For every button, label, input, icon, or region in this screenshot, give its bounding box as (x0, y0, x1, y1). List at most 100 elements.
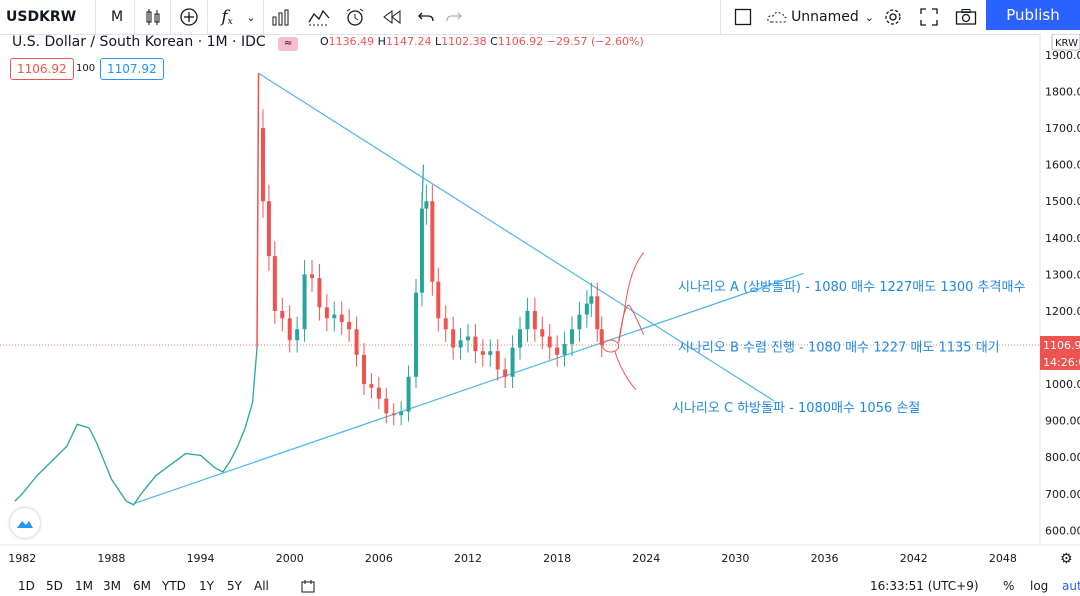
tradingview-logo[interactable] (10, 508, 40, 538)
candle-body (466, 336, 470, 341)
toolbar-divider (95, 0, 96, 34)
currency-label: KRW (1055, 38, 1078, 49)
redo-icon (446, 12, 462, 22)
candle-body (280, 310, 285, 319)
y-tick-label: 1800.00 (1045, 86, 1080, 99)
candle-body (599, 329, 604, 345)
range-button-5d[interactable]: 5D (46, 579, 63, 593)
candle-body (555, 347, 560, 355)
cloud-logo-icon (17, 521, 33, 528)
range-button-1m[interactable]: 1M (75, 579, 93, 593)
symbol-search-button[interactable]: USDKRW (6, 0, 90, 34)
low-label: L (434, 35, 442, 48)
candle-body (495, 351, 500, 370)
calendar-icon[interactable] (301, 579, 315, 596)
countdown-label: 14:26:0 (1043, 356, 1080, 369)
ohlc-values: O1136.49 H1147.24 L1102.38 C1106.92 −29.… (320, 35, 644, 48)
layout-button[interactable] (730, 0, 756, 34)
indicator-templates-icon (308, 9, 330, 26)
range-button-all[interactable]: All (254, 579, 269, 593)
candle-body (391, 413, 396, 416)
redo-button[interactable] (442, 0, 466, 34)
range-button-6m[interactable]: 6M (133, 579, 151, 593)
price-chart[interactable]: 시나리오 A (상방돌파) - 1080 매수 1227매도 1300 추격매수… (0, 34, 1080, 575)
symbol-label: USDKRW (6, 9, 77, 25)
candle-body (436, 281, 441, 319)
low-value: 1102.38 (441, 35, 487, 48)
candle-body (458, 340, 463, 348)
alert-button[interactable] (341, 0, 369, 34)
undo-button[interactable] (414, 0, 438, 34)
candle-body (570, 329, 574, 344)
publish-button[interactable]: Publish (986, 0, 1080, 30)
bar-chart-icon (272, 9, 289, 26)
snapshot-button[interactable] (952, 0, 980, 34)
sell-price: 1106.92 (17, 62, 67, 76)
x-tick-label: 2012 (454, 552, 482, 565)
x-tick-label: 1982 (8, 552, 36, 565)
buy-price: 1107.92 (107, 62, 157, 76)
camera-icon (955, 9, 977, 25)
fx-icon: f (221, 7, 228, 27)
y-tick-label: 1400.00 (1045, 232, 1080, 245)
toolbar-divider (207, 0, 208, 34)
log-toggle[interactable]: log (1030, 579, 1049, 593)
interval-button[interactable]: M (100, 0, 134, 34)
y-tick-label: 1200.00 (1045, 305, 1080, 318)
trendlines (133, 72, 804, 505)
scenario-curves (602, 252, 645, 390)
spike-2008 (421, 164, 425, 209)
indicators-dropdown[interactable]: ⌄ (243, 0, 259, 34)
range-button-3m[interactable]: 3M (103, 579, 121, 593)
percent-toggle[interactable]: % (1003, 579, 1015, 593)
candle-body (595, 296, 600, 330)
x-tick-label: 2030 (721, 552, 749, 565)
y-tick-label: 800.00 (1045, 451, 1080, 464)
current-price-box (1040, 335, 1080, 354)
change-value: −29.57 (−2.60%) (546, 35, 644, 48)
x-tick-label: 2048 (989, 552, 1017, 565)
range-button-ytd[interactable]: YTD (162, 579, 186, 593)
financials-button[interactable] (268, 0, 294, 34)
axes: 1900.00 1800.00 1700.00 1600.00 1500.00 1400.… (0, 34, 1080, 567)
candle-body (376, 387, 381, 399)
clock-readout[interactable]: 16:33:51 (UTC+9) (870, 579, 979, 593)
close-value: 1106.92 (497, 35, 544, 48)
y-tick-label: 1900.00 (1045, 49, 1080, 62)
x-tick-label: 2024 (632, 552, 660, 565)
approx-icon: ≈ (278, 37, 299, 51)
sell-price-box[interactable]: 1106.92 (10, 58, 74, 80)
toolbar-divider (170, 0, 171, 34)
buy-price-box[interactable]: 1107.92 (100, 58, 164, 80)
candle-body (525, 310, 530, 330)
y-tick-label: 1500.00 (1045, 195, 1080, 208)
range-button-1d[interactable]: 1D (18, 579, 35, 593)
range-button-5y[interactable]: 5Y (227, 579, 242, 593)
candle-body (577, 314, 582, 330)
compare-button[interactable] (176, 0, 202, 34)
y-tick-label: 900.00 (1045, 415, 1080, 428)
settings-button[interactable] (880, 0, 906, 34)
fullscreen-button[interactable] (916, 0, 942, 34)
save-layout-button[interactable]: Unnamed ⌄ (766, 0, 874, 34)
high-value: 1147.24 (385, 35, 432, 48)
candle-body (540, 329, 545, 337)
close-label: C (490, 35, 498, 48)
chart-type-button[interactable] (140, 0, 166, 34)
candle-body (430, 201, 435, 282)
cloud-icon (767, 11, 788, 23)
templates-button[interactable] (306, 0, 332, 34)
x-tick-label: 1988 (97, 552, 125, 565)
countdown-box (1040, 353, 1080, 370)
candle-body (332, 314, 337, 319)
replay-button[interactable] (378, 0, 406, 34)
candle-body (503, 369, 508, 377)
candle-body (451, 329, 456, 348)
spread-text: 100 (76, 62, 96, 74)
range-button-1y[interactable]: 1Y (199, 579, 214, 593)
auto-toggle[interactable]: auto (1062, 579, 1080, 593)
y-tick-label: 1600.00 (1045, 159, 1080, 172)
high-label: H (377, 35, 386, 48)
